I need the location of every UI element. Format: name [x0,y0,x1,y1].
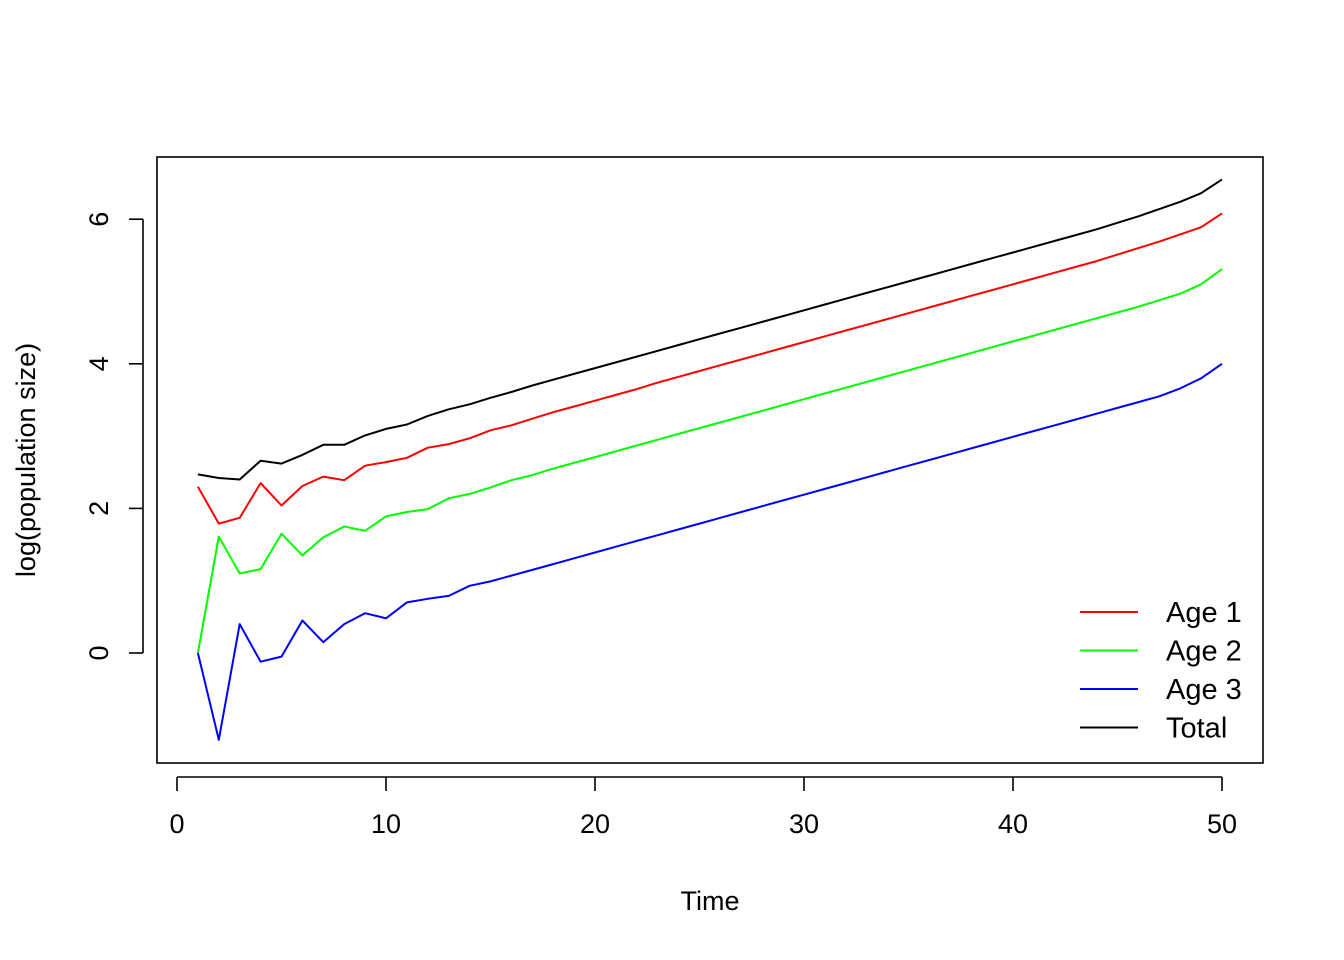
y-axis: 0 2 4 6 [84,212,144,661]
y-tick-label: 2 [84,501,114,516]
x-tick-label: 50 [1207,809,1237,839]
y-axis-title: log(population size) [11,343,41,577]
series-line-age-1 [197,212,1223,525]
legend-label-age-2: Age 2 [1166,636,1242,668]
y-tick-label: 0 [84,645,114,660]
legend-label-total: Total [1166,713,1227,745]
series-line-total [197,178,1223,481]
x-axis: 0 10 20 30 40 50 [169,776,1237,839]
y-tick-label: 4 [84,356,114,371]
x-tick-label: 20 [580,809,610,839]
y-tick-label: 6 [84,212,114,227]
legend-label-age-3: Age 3 [1166,674,1242,706]
x-tick-label: 30 [789,809,819,839]
series-line-age-3 [196,362,1223,741]
series-line-age-2 [196,268,1223,654]
x-tick-label: 0 [169,809,184,839]
series-layer [196,178,1223,741]
x-tick-label: 10 [371,809,401,839]
legend: Age 1 Age 2 Age 3 Total [1080,597,1242,745]
x-tick-label: 40 [998,809,1028,839]
plot-frame [156,156,1264,764]
x-axis-title: Time [681,886,740,916]
legend-label-age-1: Age 1 [1166,597,1242,629]
